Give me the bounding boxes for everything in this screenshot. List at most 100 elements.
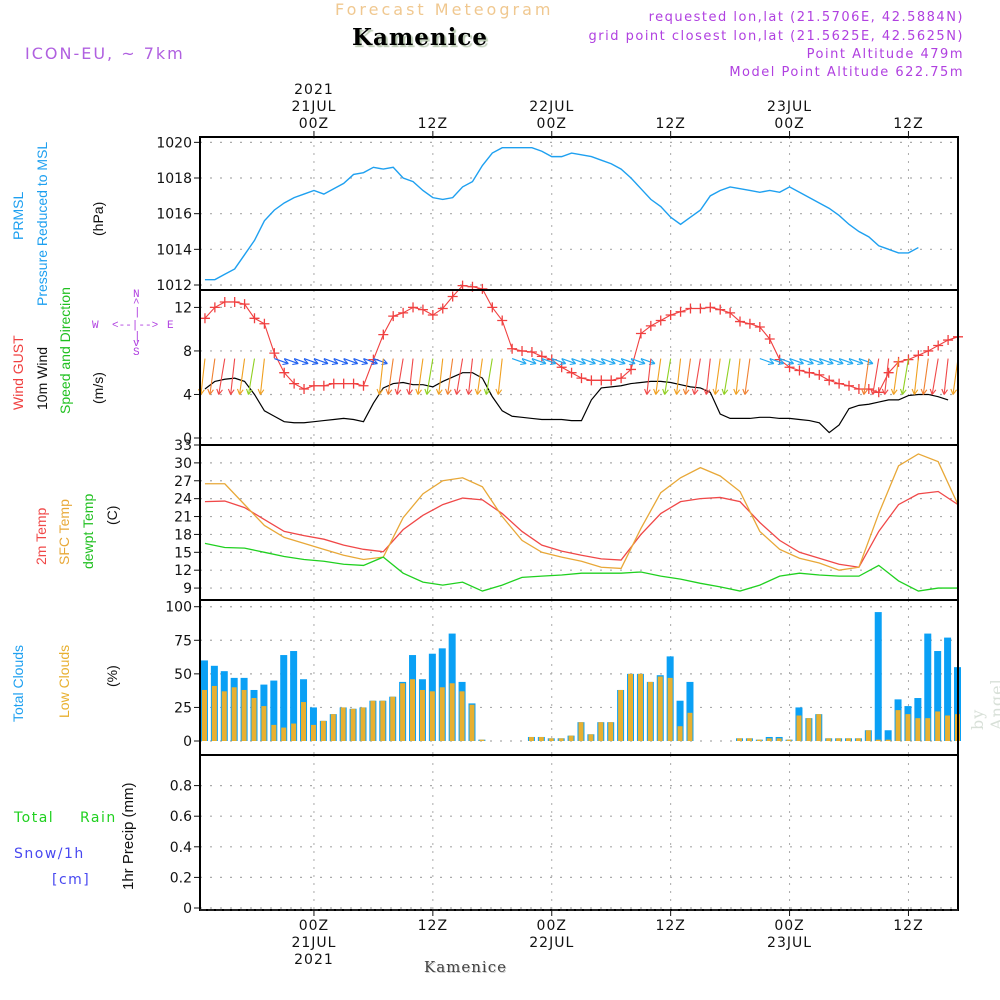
wind-direction-arrow (521, 358, 537, 365)
low-cloud-bar (776, 738, 782, 741)
gust-marker (398, 307, 409, 318)
low-cloud-bar (915, 718, 921, 741)
bottom-time-label: 2021 (294, 952, 334, 968)
gust-marker (814, 369, 825, 380)
bottom-time-label: 12Z (418, 918, 448, 934)
wind-arrowhead (415, 388, 422, 395)
low-cloud-bar (380, 700, 386, 741)
low-cloud-bar (628, 673, 634, 741)
gust-marker (635, 328, 646, 339)
low-cloud-bar (320, 720, 326, 741)
y-tick-label: 1016 (156, 207, 192, 223)
total-cloud-bar (934, 651, 942, 741)
low-cloud-bar (340, 707, 346, 741)
wind-direction-arrow (884, 358, 890, 395)
wind-direction-arrow (872, 358, 880, 395)
footer-station-name: Kamenice (424, 958, 507, 976)
wind-direction-arrow (456, 358, 464, 395)
wind-arrowhead (361, 358, 368, 366)
low-cloud-bar (281, 727, 287, 741)
wind-direction-arrow (476, 358, 483, 395)
wind-direction-arrow (901, 358, 910, 395)
low-cloud-bar (647, 681, 653, 741)
gust-marker (239, 299, 250, 310)
wind-arrowhead (495, 388, 503, 395)
wind-arrowhead (609, 358, 616, 366)
wind-direction-arrow (561, 358, 576, 365)
wind-direction-arrow (620, 358, 636, 365)
gust-marker (487, 302, 498, 313)
total-cloud-bar (874, 612, 882, 741)
wind-arrowhead (589, 358, 596, 366)
low-cloud-bar (410, 679, 416, 741)
wind-direction-arrow (284, 358, 299, 365)
wind-direction-arrow (735, 358, 741, 395)
wind-arrowhead (569, 358, 577, 366)
requested-coords: requested lon,lat (21.5706E, 42.5884N) (648, 10, 964, 25)
wind-direction-arrow (655, 358, 662, 395)
gust-marker (526, 347, 537, 358)
low-cloud-bar (241, 689, 247, 741)
wind-direction-arrow (693, 358, 701, 395)
low-cloud-bar (231, 687, 237, 741)
wind-direction-arrow (200, 358, 206, 395)
low-cloud-bar (588, 734, 594, 741)
y-tick-label: 0.2 (170, 870, 192, 886)
low-cloud-bar (350, 708, 356, 741)
wind-arrowhead (216, 388, 223, 395)
wind-arrowhead (920, 388, 928, 395)
top-time-label: 12Z (893, 116, 923, 132)
total-cloud-bar (290, 651, 298, 741)
gust-marker (199, 313, 210, 324)
low-cloud-bar (211, 685, 217, 741)
wind-arrowhead (579, 358, 586, 366)
wind-arrowhead (454, 388, 461, 395)
wind-direction-arrow (343, 358, 358, 365)
wind-arrowhead (474, 388, 482, 395)
wind-arrowhead (673, 388, 681, 395)
gust-marker (844, 380, 855, 391)
panel-grid-0 (200, 137, 958, 290)
wind-direction-arrow (581, 358, 596, 365)
y-tick-label: 9 (183, 581, 192, 597)
low-cloud-bar (449, 683, 455, 741)
top-time-label: 23JUL (767, 99, 812, 115)
low-cloud-bar (271, 724, 277, 741)
wind-arrowhead (465, 388, 473, 395)
wind-direction-arrow (893, 358, 900, 395)
gust-marker (873, 387, 884, 398)
gust-marker (209, 302, 220, 313)
gust-marker (606, 375, 617, 386)
wind-arrowhead (292, 358, 299, 366)
low-cloud-bar (221, 691, 227, 741)
wind-direction-arrow (922, 358, 929, 395)
wind-arrowhead (599, 358, 606, 366)
low-cloud-bar (469, 704, 475, 741)
wind-arrowhead (236, 388, 244, 395)
wind-arrowhead (856, 358, 864, 366)
gust-marker (517, 345, 528, 356)
low-cloud-bar (578, 722, 584, 741)
wind-arrowhead (539, 358, 547, 366)
wind-direction-arrow (640, 358, 656, 365)
wind-direction-arrow (408, 358, 414, 395)
wind-direction-arrow (913, 358, 919, 395)
wind-arrowhead (742, 388, 749, 395)
wind-direction-arrow (353, 358, 368, 365)
low-cloud-bar (885, 739, 891, 741)
wind-direction-arrow (378, 358, 384, 395)
wind-arrowhead (827, 358, 834, 366)
low-cloud-bar (538, 736, 544, 741)
gust-marker (863, 384, 874, 395)
wind-arrowhead (207, 388, 214, 395)
y-tick-label: 0.6 (170, 809, 192, 825)
wind-arrowhead (703, 388, 711, 395)
wind-arrowhead (941, 388, 948, 395)
gust-marker (754, 322, 765, 332)
panel-grid-1 (200, 290, 958, 445)
gust-marker (299, 384, 310, 395)
gust-marker (576, 373, 587, 384)
low-cloud-bar (687, 712, 693, 741)
wind-direction-arrow (664, 358, 672, 395)
wind-direction-arrow (363, 358, 378, 365)
